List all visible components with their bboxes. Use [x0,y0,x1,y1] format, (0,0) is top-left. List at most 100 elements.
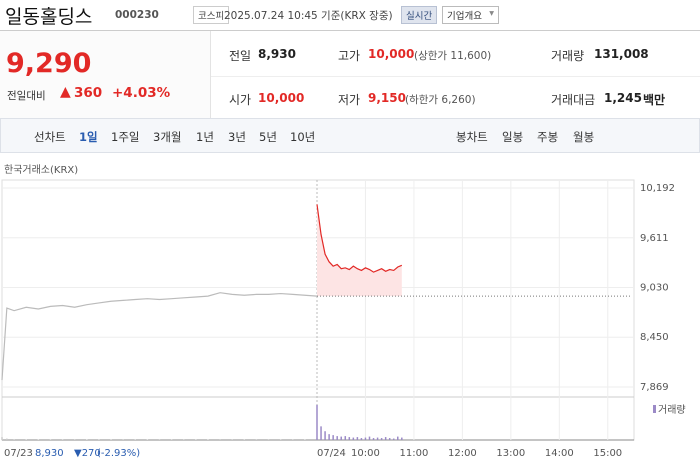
volume-bar [364,437,367,440]
chart-source: 한국거래소(KRX) [4,164,78,176]
change-percent: +4.03% [112,85,171,101]
volume-bar [384,437,387,440]
volume-bar [328,434,330,440]
volume-bar [352,437,355,440]
current-price: 9,290 [6,48,92,79]
dropdown-icon: ▾ [489,8,494,19]
volume-bar [376,437,379,440]
volume-bar [316,404,318,440]
volume-bar [110,439,112,440]
y-tick-label: 9,611 [640,233,669,244]
volume-bar [397,436,399,440]
volume-bar [13,439,15,440]
stat-label: 거래량 [551,49,585,63]
tab-group-label: 봉차트 [456,130,488,144]
stat-value: 10,000 [368,47,415,61]
y-tick-label: 8,450 [640,332,669,343]
volume-bar [320,426,322,440]
legend-swatch [653,405,656,413]
volume-bar [304,439,306,440]
volume-bar [25,439,27,440]
x-tick-label: 11:00 [400,448,429,459]
tab[interactable]: 1년 [196,130,214,144]
x-tick-label: 10:00 [351,448,380,459]
y-tick-label: 10,192 [640,183,675,194]
tab-bar [0,118,700,153]
change-amount: 360 [74,85,103,101]
company-button[interactable]: 기업개요 ▾ [442,6,499,24]
stat-label: 거래대금 [551,93,596,107]
volume-bar [356,437,359,440]
volume-bar [344,436,347,440]
stat-value: 131,008 [594,47,649,61]
stat-note: (상한가 11,600) [414,50,492,62]
x-tick-label: 13:00 [496,448,525,459]
info-change-pct: (-2.93%) [97,448,140,459]
tab[interactable]: 1일 [79,130,98,144]
y-tick-label: 7,869 [640,382,669,393]
company-label: 기업개요 [447,11,482,22]
tab[interactable]: 5년 [259,130,277,144]
price-line [1,292,318,381]
x-tick-label: 07/24 [317,448,346,459]
info-date: 07/23 [4,448,33,459]
change-label: 전일대비 [7,90,46,102]
volume-bar [348,437,351,440]
realtime-button[interactable]: 실시간 [401,6,438,24]
stock-name: 일동홀딩스 [5,6,93,28]
volume-bar [336,436,338,440]
tab-group-label: 선차트 [34,130,66,144]
timestamp: 2025.07.24 10:45 기준(KRX 장중) [224,10,393,22]
volume-bar [332,435,334,440]
volume-bar [340,436,342,440]
volume-bar [388,438,391,440]
stat-label: 고가 [338,49,361,63]
x-tick-label: 14:00 [545,448,574,459]
tab[interactable]: 일봉 [502,130,524,144]
stat-value: 10,000 [258,91,305,105]
x-tick-label: 15:00 [593,448,622,459]
volume-bar [324,431,326,440]
volume-bar [219,439,221,440]
stat-note: (하한가 6,260) [405,94,476,106]
volume-bar [61,439,64,440]
tab[interactable]: 3년 [228,130,246,144]
price-line [316,204,403,273]
divider [211,76,700,77]
tab[interactable]: 월봉 [573,130,595,144]
volume-bar [195,439,197,440]
stock-code: 000230 [115,9,159,21]
tab[interactable]: 3개월 [153,130,182,144]
y-tick-label: 9,030 [640,283,669,294]
divider [210,31,211,118]
volume-bar [372,438,375,440]
up-icon: ▲ [60,84,71,100]
tab[interactable]: 1주일 [111,130,140,144]
stat-value: 1,245 [604,91,642,105]
x-tick-label: 12:00 [448,448,477,459]
stat-label: 저가 [338,93,361,107]
price-panel [0,31,210,118]
tab[interactable]: 10년 [290,130,316,144]
volume-bar [360,438,363,440]
stat-label: 시가 [229,93,252,107]
stat-unit: 백만 [643,93,666,107]
volume-bar [392,438,395,440]
info-change: ▼270 [74,448,101,459]
volume-bar [6,438,8,440]
stat-value: 9,150 [368,91,406,105]
legend-label: 거래량 [658,404,686,416]
stat-label: 전일 [229,49,252,63]
divider [0,30,700,31]
volume-bar [401,437,403,440]
info-close: 8,930 [35,448,64,459]
volume-bar [368,436,371,440]
volume-bar [380,438,383,440]
tab[interactable]: 주봉 [537,130,559,144]
volume-bar [1,437,3,440]
market-badge: 코스피 [193,6,230,24]
area [317,204,402,297]
stat-value: 8,930 [258,47,296,61]
